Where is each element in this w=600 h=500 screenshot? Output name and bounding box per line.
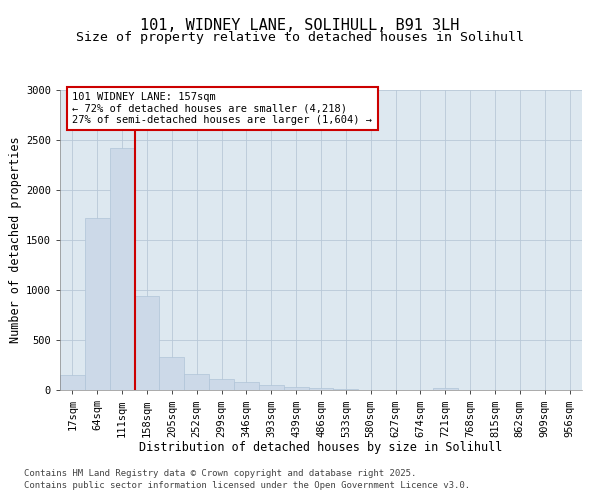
Bar	[60, 374, 85, 390]
Bar	[433, 388, 458, 390]
Text: Contains HM Land Registry data © Crown copyright and database right 2025.: Contains HM Land Registry data © Crown c…	[24, 468, 416, 477]
Bar	[85, 218, 110, 390]
Bar	[134, 296, 160, 390]
Bar	[184, 374, 209, 390]
Bar	[234, 382, 259, 390]
Bar	[284, 387, 308, 390]
Bar	[308, 388, 334, 390]
Text: Size of property relative to detached houses in Solihull: Size of property relative to detached ho…	[76, 31, 524, 44]
Bar	[110, 148, 134, 390]
Text: 101, WIDNEY LANE, SOLIHULL, B91 3LH: 101, WIDNEY LANE, SOLIHULL, B91 3LH	[140, 18, 460, 32]
X-axis label: Distribution of detached houses by size in Solihull: Distribution of detached houses by size …	[139, 440, 503, 454]
Bar	[259, 385, 284, 390]
Text: Contains public sector information licensed under the Open Government Licence v3: Contains public sector information licen…	[24, 481, 470, 490]
Bar	[160, 357, 184, 390]
Bar	[334, 389, 358, 390]
Y-axis label: Number of detached properties: Number of detached properties	[9, 136, 22, 344]
Bar	[209, 379, 234, 390]
Text: 101 WIDNEY LANE: 157sqm
← 72% of detached houses are smaller (4,218)
27% of semi: 101 WIDNEY LANE: 157sqm ← 72% of detache…	[73, 92, 373, 125]
